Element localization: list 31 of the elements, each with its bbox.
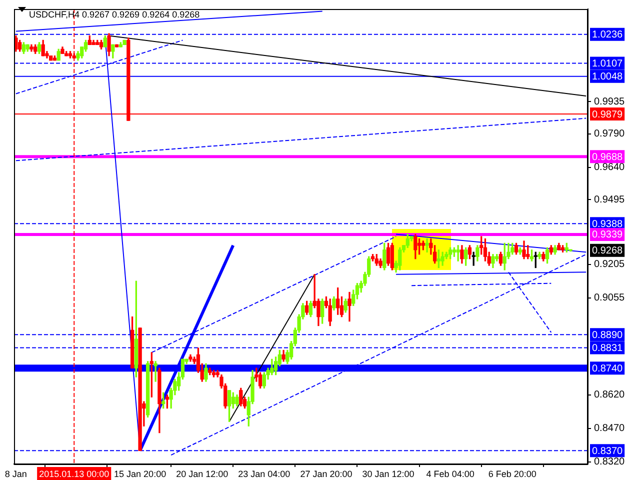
ref-line-label: 0.8740 <box>592 363 624 374</box>
ref-line-label: 0.9388 <box>592 218 624 230</box>
ref-line-label: 1.0048 <box>592 72 624 83</box>
ref-line-label: 0.9688 <box>592 152 624 163</box>
ref-line-label: 0.8831 <box>592 343 624 354</box>
y-tick-label: 0.9055 <box>594 292 626 304</box>
y-tick-label: 0.8620 <box>594 390 626 401</box>
x-tick-label: 4 Feb 04:00 <box>426 468 474 479</box>
x-tick-label: 27 Jan 20:00 <box>300 468 352 479</box>
ref-line-label: 1.0107 <box>592 58 624 70</box>
ref-line-label: 0.9339 <box>592 230 624 241</box>
annotation: 0.9268 <box>592 246 624 257</box>
x-tick-label: 15 Jan 20:00 <box>114 468 166 479</box>
x-tick-label: 30 Jan 12:00 <box>362 468 414 479</box>
x-tick-label: 20 Jan 12:00 <box>176 468 228 479</box>
ref-line-label: 0.8370 <box>592 446 624 457</box>
y-tick-label: 0.9935 <box>594 96 626 108</box>
y-tick-label: 0.9495 <box>594 194 626 206</box>
y-tick-label: 0.9640 <box>594 162 626 174</box>
y-tick-label: 0.9205 <box>594 259 626 270</box>
x-tick-label: 6 Feb 20:00 <box>488 468 536 479</box>
ref-line-label: 0.9879 <box>592 109 624 120</box>
y-tick-label: 0.8470 <box>594 423 626 434</box>
ref-line-label: 1.0236 <box>592 30 624 41</box>
chart-title: USDCHF,H4 0.9267 0.9269 0.9264 0.9268 <box>29 9 200 20</box>
ref-line-label: 0.8890 <box>592 330 624 341</box>
x-tick-label: 2015.01.13 00:00 <box>39 468 110 479</box>
x-tick-label: 23 Jan 04:00 <box>238 468 290 479</box>
y-tick-label: 0.8320 <box>594 456 626 468</box>
x-tick-label: 8 Jan <box>4 468 27 479</box>
y-tick-label: 0.9790 <box>594 128 626 140</box>
